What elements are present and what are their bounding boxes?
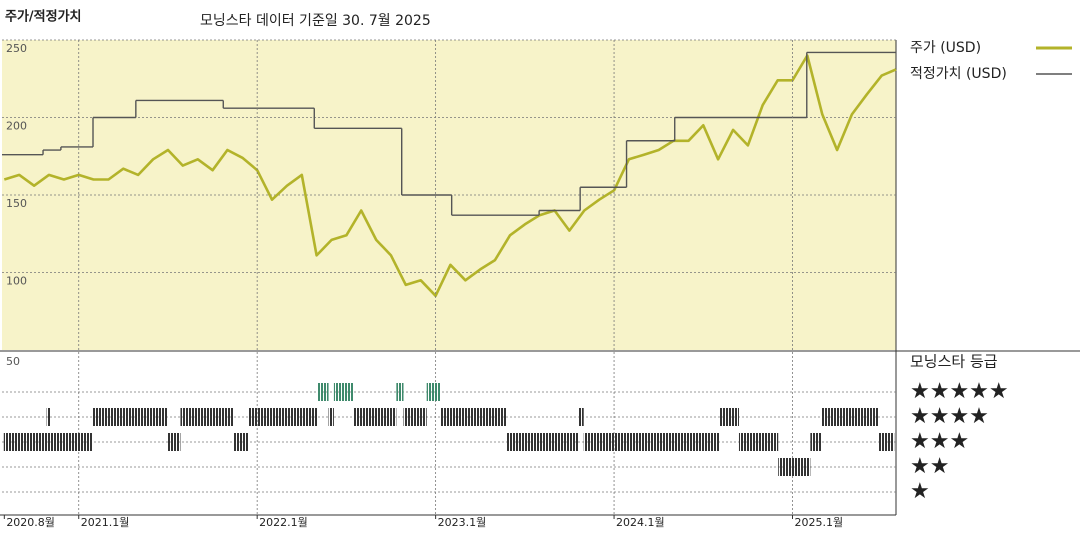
rating-bar [233, 433, 249, 451]
x-tick-label: 2024.1월 [616, 516, 665, 529]
y-tick-label: 200 [6, 120, 27, 133]
rating-level-label: ★★★★★ [910, 379, 1009, 404]
rating-title: 모닝스타 등급 [910, 353, 998, 371]
rating-bar [328, 408, 334, 426]
rating-bar [426, 383, 441, 401]
rating-level-label: ★★★★ [910, 404, 989, 429]
rating-bar [317, 383, 329, 401]
rating-bar [440, 408, 507, 426]
x-tick-label: 2021.1월 [81, 516, 130, 529]
rating-bar [778, 458, 811, 476]
legend-label: 주가 (USD) [910, 40, 981, 56]
rating-bar [396, 383, 404, 401]
rating-bar [46, 408, 51, 426]
rating-bar [403, 408, 427, 426]
rating-level-label: ★ [910, 479, 930, 504]
rating-bar [878, 433, 895, 451]
x-tick-label: 2023.1월 [438, 516, 487, 529]
rating-bar [583, 433, 720, 451]
rating-level-label: ★★ [910, 454, 949, 479]
y-tick-label: 150 [6, 197, 27, 210]
rating-bar [248, 408, 318, 426]
corner-label: 50 [6, 355, 20, 368]
rating-bar [810, 433, 822, 451]
rating-bar [578, 408, 584, 426]
x-tick-label: 2020.8월 [6, 516, 55, 529]
rating-bar [180, 408, 234, 426]
y-tick-label: 250 [6, 42, 27, 55]
y-tick-label: 100 [6, 275, 27, 288]
rating-bar [93, 408, 168, 426]
rating-bar [353, 408, 397, 426]
rating-bar [738, 433, 779, 451]
price-line [3, 54, 897, 298]
rating-bar [821, 408, 879, 426]
rating-level-label: ★★★ [910, 429, 969, 454]
rating-bar [167, 433, 181, 451]
rating-bar [3, 433, 94, 451]
rating-bar [333, 383, 354, 401]
chart-subtitle: 모닝스타 데이터 기준일 30. 7월 2025 [200, 13, 431, 29]
rating-bar [719, 408, 739, 426]
chart-title: 주가/적정가치 [5, 9, 82, 25]
x-tick-label: 2025.1월 [795, 516, 844, 529]
x-tick-label: 2022.1월 [259, 516, 308, 529]
legend-label: 적정가치 (USD) [910, 66, 1007, 82]
rating-bar [506, 433, 579, 451]
